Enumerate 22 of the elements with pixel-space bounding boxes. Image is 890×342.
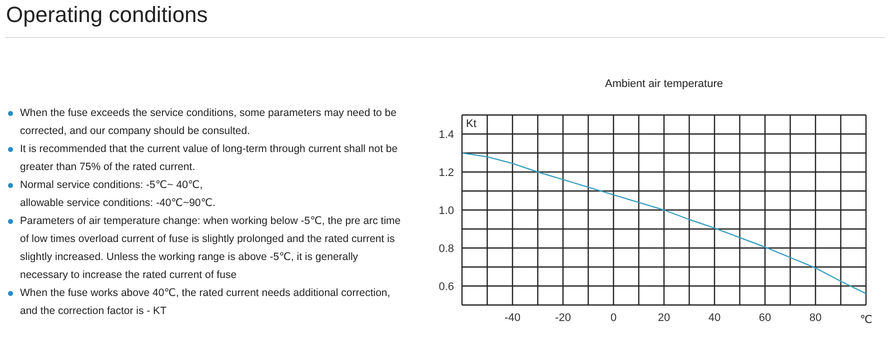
text: When the fuse exceeds the service conditions, some parameters may need to be corrected, and our company should be consulted.	[19, 106, 398, 139]
x-tick-label: -20	[555, 312, 571, 324]
y-axis-title: Kt	[466, 118, 476, 130]
text: It is recommended that the current value of long-term through current shall not be greater than 75% of the rated current.	[19, 142, 399, 175]
y-tick-label: 1.0	[438, 204, 454, 217]
y-tick-label: 0.8	[438, 242, 454, 255]
text: When the fuse works above 40℃, the rated current needs additional correction, and the correction factor is - KT	[19, 286, 392, 319]
y-tick-label: 1.4	[438, 128, 454, 141]
x-tick-label: -40	[504, 312, 520, 324]
y-tick-label: 1.2	[438, 166, 454, 179]
line-series	[462, 152, 866, 294]
x-tick-label: 20	[658, 312, 670, 324]
y-tick-label: 0.6	[438, 280, 454, 293]
x-tick-label: 80	[809, 312, 822, 324]
x-tick-label: 60	[758, 312, 772, 324]
text: Operating conditions	[6, 2, 208, 28]
text: Parameters of air temperature change: when working below -5℃, the pre arc time of low times overload current of fuse is slightly prolonged and the rated current is slightly increased. Unless the working range is above -5℃, it is generally necessary to increase the rated current of fuse	[19, 214, 402, 283]
x-tick-label: 40	[708, 312, 721, 324]
text: Normal service conditions: -5℃~ 40℃, allowable service conditions: -40℃~90℃.	[19, 178, 216, 211]
chart-subtitle: Ambient air temperature	[604, 78, 724, 90]
x-axis-title: ℃	[860, 313, 872, 326]
x-tick-label: 0	[610, 312, 617, 324]
